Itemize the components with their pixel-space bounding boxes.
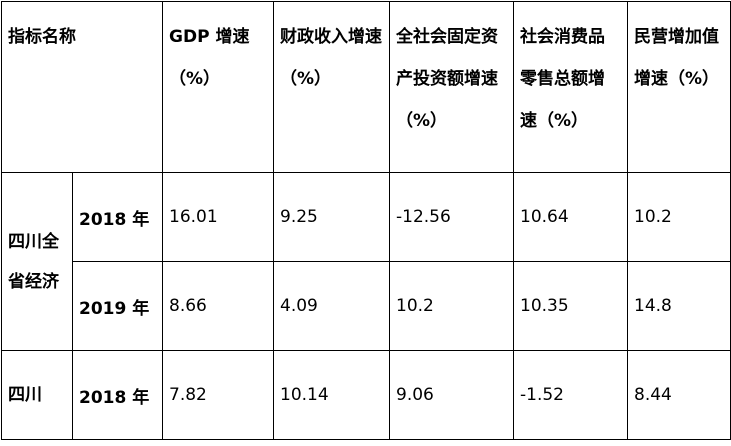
value-cell: 9.25	[273, 172, 390, 262]
header-cell: 民营增加值增速（%）	[627, 1, 731, 173]
region-cell: 四川全省经济	[1, 172, 73, 351]
header-cell: 财政收入增速（%）	[273, 1, 390, 173]
header-row: 指标名称 GDP 增速（%） 财政收入增速（%） 全社会固定资产投资额增速（%） 社会消…	[1, 1, 731, 173]
header-cell: 社会消费品零售总额增速（%）	[513, 1, 628, 173]
value-cell: 9.06	[389, 350, 514, 440]
value-cell: 10.14	[273, 350, 390, 440]
value-cell: -1.52	[513, 350, 628, 440]
header-cell: 全社会固定资产投资额增速（%）	[389, 1, 514, 173]
value-cell: 8.66	[162, 261, 274, 351]
value-cell: 16.01	[162, 172, 274, 262]
value-cell: 10.35	[513, 261, 628, 351]
value-cell: 7.82	[162, 350, 274, 440]
value-cell: 8.44	[627, 350, 731, 440]
value-cell: 10.64	[513, 172, 628, 262]
data-row: 四川全省经济 2018 年 16.01 9.25 -12.56 10.64 10.2	[1, 172, 731, 351]
value-cell: 10.2	[627, 172, 731, 262]
value-cell: -12.56	[389, 172, 514, 262]
year-cell: 2019 年	[72, 261, 163, 351]
year-cell: 2018 年	[72, 350, 163, 440]
data-row: 2019 年 8.66 4.09 10.2 10.35 14.8	[2, 261, 731, 351]
value-cell: 10.2	[389, 261, 514, 351]
data-row: 四川 2018 年 7.82 10.14 9.06 -1.52 8.44	[1, 350, 731, 440]
value-cell: 14.8	[627, 261, 731, 351]
region-cell: 四川	[1, 350, 73, 440]
header-cell: GDP 增速（%）	[162, 1, 274, 173]
year-cell: 2018 年	[72, 172, 163, 262]
header-cell: 指标名称	[1, 1, 163, 173]
value-cell: 4.09	[273, 261, 390, 351]
